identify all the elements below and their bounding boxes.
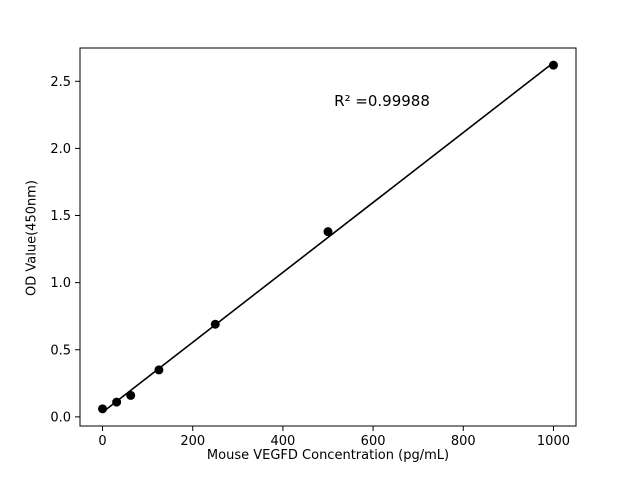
data-point xyxy=(323,227,333,237)
data-point xyxy=(98,404,108,414)
y-tick-label: 1.5 xyxy=(50,209,71,224)
y-tick-label: 0.0 xyxy=(50,410,71,425)
x-tick-label: 200 xyxy=(180,434,205,449)
y-tick-label: 1.0 xyxy=(50,276,71,291)
x-tick-label: 800 xyxy=(451,434,476,449)
x-tick-label: 0 xyxy=(98,434,106,449)
x-tick-label: 400 xyxy=(270,434,295,449)
data-point xyxy=(154,365,164,375)
y-tick-label: 0.5 xyxy=(50,343,71,358)
data-point xyxy=(548,60,558,70)
fit-line xyxy=(102,62,554,413)
y-tick-label: 2.0 xyxy=(50,142,71,157)
x-tick-label: 600 xyxy=(361,434,386,449)
data-point xyxy=(210,319,220,329)
r-squared-annotation: R² =0.99988 xyxy=(334,92,430,110)
data-point xyxy=(126,390,136,400)
y-axis-label: OD Value(450nm) xyxy=(24,180,40,296)
x-tick-label: 1000 xyxy=(537,434,570,449)
y-tick-label: 2.5 xyxy=(50,75,71,90)
data-point xyxy=(112,397,122,407)
x-axis-label: Mouse VEGFD Concentration (pg/mL) xyxy=(206,448,450,463)
